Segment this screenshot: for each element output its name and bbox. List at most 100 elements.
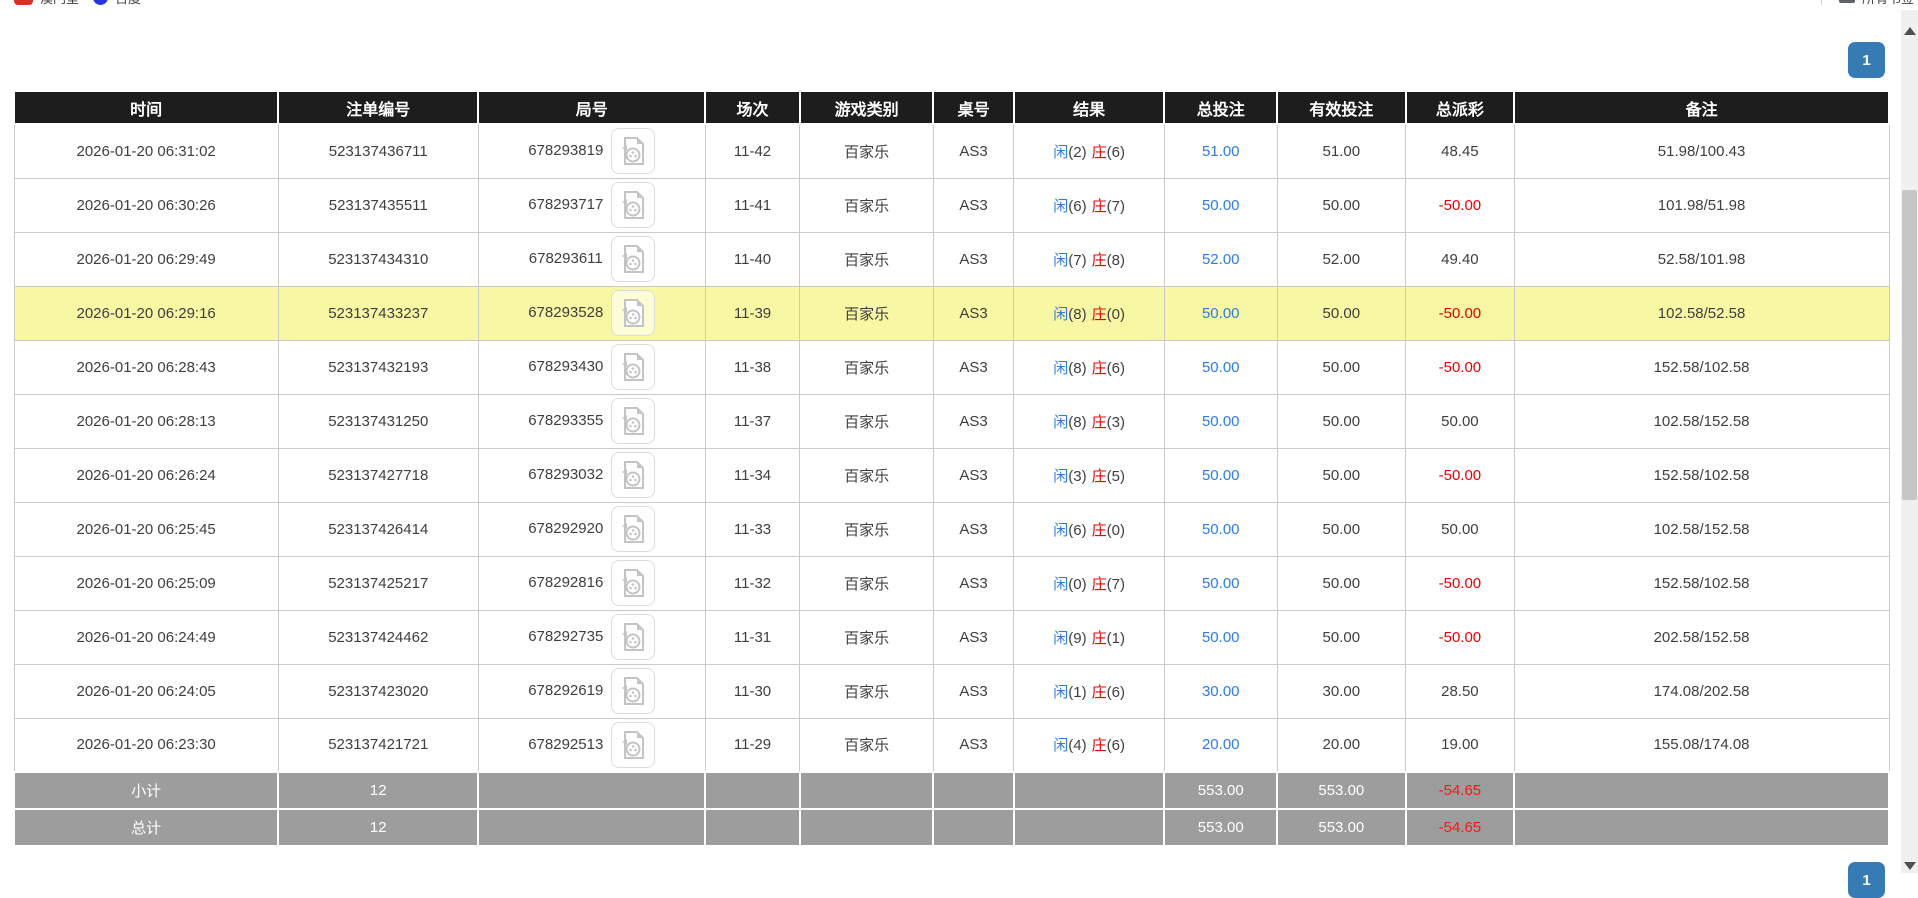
round-number: 678293528: [528, 303, 604, 321]
session-cell: 11-37: [704, 393, 801, 449]
grand-total-row: 总计 12 553.00 553.00 -54.65: [12, 808, 1890, 847]
total-bet-cell[interactable]: 50.00: [1163, 393, 1278, 449]
result-cell: 闲(8) 庄(6): [1013, 339, 1165, 395]
round-cell: 678293430: [477, 339, 706, 395]
col-header-round: 局号: [477, 90, 707, 125]
payout-cell: -50.00: [1405, 447, 1515, 503]
time-cell: 2026-01-20 06:26:24: [13, 447, 279, 503]
video-replay-button[interactable]: [611, 452, 656, 498]
table-row: 2026-01-20 06:25:45 523137426414 6782929…: [13, 501, 1890, 557]
scrollbar[interactable]: [1901, 10, 1918, 873]
total-bet-cell[interactable]: 50.00: [1163, 609, 1278, 665]
table-row: 2026-01-20 06:28:43 523137432193 6782934…: [13, 339, 1890, 395]
bookmarks-bar: 澳门堂 百度 ▾ 所有书签: [0, 0, 1918, 10]
table-row: 2026-01-20 06:28:13 523137431250 6782933…: [13, 393, 1890, 449]
time-cell: 2026-01-20 06:28:13: [13, 393, 279, 449]
table-no-cell: AS3: [932, 231, 1015, 287]
payout-cell: 19.00: [1405, 717, 1515, 773]
total-bet-cell[interactable]: 50.00: [1163, 555, 1278, 611]
scrollbar-thumb[interactable]: [1902, 190, 1917, 500]
round-cell: 678293611: [477, 231, 706, 287]
valid-bet-cell: 52.00: [1276, 231, 1407, 287]
valid-bet-cell: 50.00: [1276, 501, 1407, 557]
video-replay-button[interactable]: [611, 398, 656, 444]
all-bookmarks-label[interactable]: 所有书签: [1862, 0, 1914, 7]
time-cell: 2026-01-20 06:29:49: [13, 231, 279, 287]
payout-cell: 50.00: [1405, 393, 1515, 449]
table-no-cell: AS3: [932, 447, 1015, 503]
bookmarks-divider: [1820, 0, 1822, 5]
video-replay-button[interactable]: [611, 290, 656, 336]
payout-cell: -50.00: [1405, 609, 1515, 665]
scroll-up-arrow-icon[interactable]: [1904, 27, 1916, 35]
round-number: 678292619: [528, 681, 604, 699]
payout-cell: -50.00: [1405, 339, 1515, 395]
player-label: 闲: [1053, 683, 1069, 701]
banker-label: 庄: [1091, 359, 1107, 377]
session-cell: 11-31: [704, 609, 801, 665]
col-header-game-type: 游戏类别: [798, 90, 935, 125]
total-bet-cell[interactable]: 50.00: [1163, 501, 1278, 557]
round-cell: 678292619: [477, 663, 706, 719]
game-type-cell: 百家乐: [799, 339, 934, 395]
game-type-cell: 百家乐: [799, 663, 934, 719]
total-bet-cell[interactable]: 30.00: [1163, 663, 1278, 719]
banker-label: 庄: [1091, 683, 1107, 701]
table-row: 2026-01-20 06:23:30 523137421721 6782925…: [13, 717, 1890, 773]
table-row: 2026-01-20 06:24:05 523137423020 6782926…: [13, 663, 1890, 719]
table-row: 2026-01-20 06:30:26 523137435511 6782937…: [13, 177, 1890, 233]
session-cell: 11-34: [704, 447, 801, 503]
subtotal-valid-bet: 553.00: [1276, 771, 1407, 810]
video-replay-button[interactable]: [611, 560, 656, 606]
video-replay-button[interactable]: [611, 614, 656, 660]
result-cell: 闲(1) 庄(6): [1013, 663, 1165, 719]
total-bet-cell[interactable]: 50.00: [1163, 285, 1278, 341]
result-cell: 闲(3) 庄(5): [1013, 447, 1165, 503]
time-cell: 2026-01-20 06:30:26: [13, 177, 279, 233]
remark-cell: 101.98/51.98: [1513, 177, 1890, 233]
total-bet-cell[interactable]: 52.00: [1163, 231, 1278, 287]
col-header-table-no: 桌号: [932, 90, 1015, 125]
remark-cell: 174.08/202.58: [1513, 663, 1890, 719]
table-no-cell: AS3: [932, 393, 1015, 449]
subtotal-row: 小计 12 553.00 553.00 -54.65: [12, 771, 1890, 810]
session-cell: 11-33: [704, 501, 801, 557]
video-replay-button[interactable]: [611, 721, 656, 768]
chevron-down-icon[interactable]: ▾: [149, 0, 154, 3]
bookmark-item-1[interactable]: 澳门堂: [14, 0, 79, 7]
remark-cell: 152.58/102.58: [1513, 447, 1890, 503]
banker-label: 庄: [1091, 737, 1107, 755]
time-cell: 2026-01-20 06:23:30: [13, 717, 279, 773]
video-replay-button[interactable]: [611, 182, 656, 228]
video-replay-button[interactable]: [611, 128, 656, 175]
bookmark-label: 澳门堂: [40, 0, 79, 7]
round-cell: 678292735: [477, 609, 706, 665]
total-bet-cell[interactable]: 50.00: [1163, 177, 1278, 233]
bookmark-item-2[interactable]: 百度: [93, 0, 141, 7]
video-replay-button[interactable]: [611, 506, 656, 552]
result-cell: 闲(2) 庄(6): [1013, 123, 1165, 179]
total-bet-cell[interactable]: 51.00: [1163, 123, 1278, 179]
video-replay-button[interactable]: [611, 668, 656, 714]
player-label: 闲: [1053, 629, 1069, 647]
table-no-cell: AS3: [932, 501, 1015, 557]
round-cell: 678292920: [477, 501, 706, 557]
pagination-page-1-top[interactable]: 1: [1848, 42, 1885, 78]
remark-cell: 51.98/100.43: [1513, 123, 1890, 179]
table-no-cell: AS3: [932, 177, 1015, 233]
total-bet-cell[interactable]: 50.00: [1163, 447, 1278, 503]
round-cell: 678293528: [477, 285, 706, 341]
total-bet-cell[interactable]: 50.00: [1163, 339, 1278, 395]
valid-bet-cell: 51.00: [1276, 123, 1407, 179]
banker-label: 庄: [1091, 575, 1107, 593]
session-cell: 11-41: [704, 177, 801, 233]
scroll-down-arrow-icon[interactable]: [1904, 862, 1916, 870]
pagination-page-1-bottom[interactable]: 1: [1848, 862, 1885, 898]
round-number: 678292735: [528, 627, 604, 645]
video-replay-button[interactable]: [610, 236, 655, 282]
result-cell: 闲(8) 庄(0): [1013, 285, 1165, 341]
video-replay-button[interactable]: [611, 344, 656, 390]
bet-id-cell: 523137426414: [277, 501, 479, 557]
round-cell: 678293717: [477, 177, 706, 233]
total-bet-cell[interactable]: 20.00: [1163, 717, 1278, 773]
